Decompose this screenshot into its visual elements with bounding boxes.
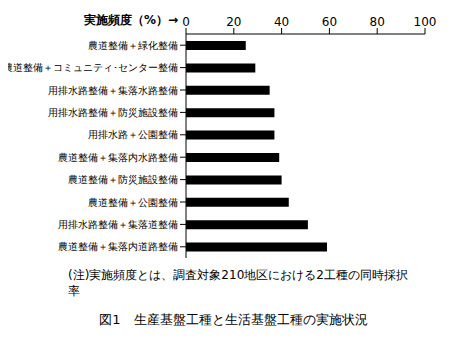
svg-text:農道整備＋コミュニティ･センター整備: 農道整備＋コミュニティ･センター整備 <box>8 62 178 73</box>
svg-text:用排水路＋公園整備: 用排水路＋公園整備 <box>88 129 178 140</box>
svg-text:用排水路整備＋防災施設整備: 用排水路整備＋防災施設整備 <box>48 107 178 118</box>
html-text:図1 生産基盤工種と生活基盤工種の実施状況: 図1 生産基盤工種と生活基盤工種の実施状況 <box>99 312 368 327</box>
svg-text:農道整備＋公園整備: 農道整備＋公園整備 <box>88 197 178 208</box>
svg-text:100: 100 <box>414 15 437 29</box>
html-text:実施頻度（%）→: 実施頻度（%）→ <box>83 13 178 27</box>
html-text:(注)実施頻度とは、調査対象210地区における2工種の同時採: (注)実施頻度とは、調査対象210地区における2工種の同時採択率 <box>68 268 408 298</box>
svg-text:80: 80 <box>370 15 385 29</box>
svg-text:0: 0 <box>182 15 190 29</box>
svg-text:農道整備＋集落内水路整備: 農道整備＋集落内水路整備 <box>58 152 178 163</box>
svg-text:40: 40 <box>274 15 289 29</box>
svg-text:農道整備＋集落内道路整備: 農道整備＋集落内道路整備 <box>58 241 178 252</box>
svg-text:60: 60 <box>322 15 337 29</box>
svg-text:農道整備＋緑化整備: 農道整備＋緑化整備 <box>88 40 178 51</box>
svg-text:用排水路整備＋集落道整備: 用排水路整備＋集落道整備 <box>58 219 178 230</box>
svg-text:20: 20 <box>226 15 241 29</box>
svg-text:用排水路整備＋集落水路整備: 用排水路整備＋集落水路整備 <box>48 85 178 96</box>
svg-text:農道整備＋防災施設整備: 農道整備＋防災施設整備 <box>68 174 178 185</box>
